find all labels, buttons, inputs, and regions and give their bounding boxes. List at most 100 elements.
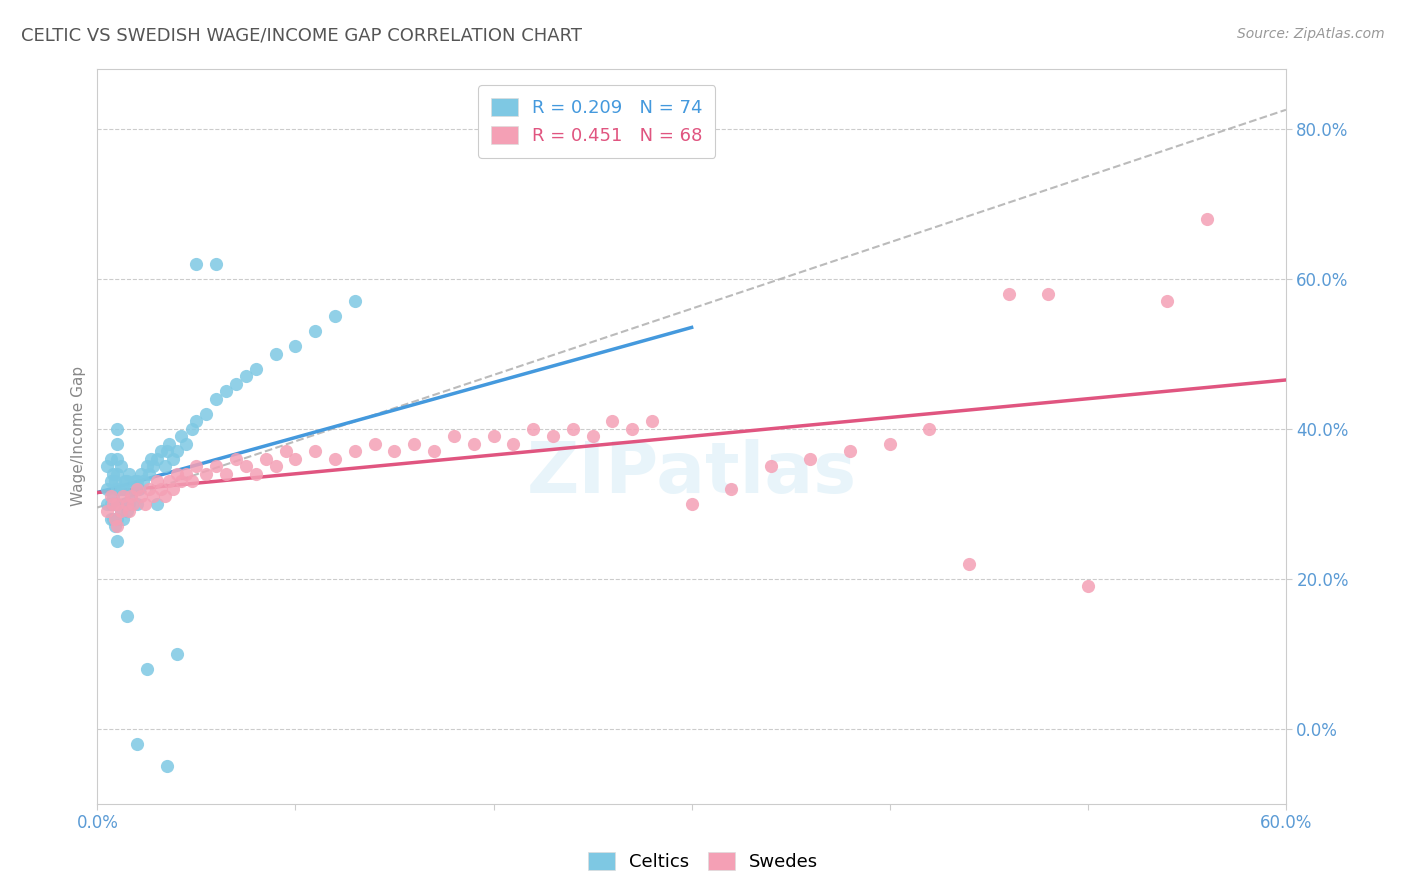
Point <box>176 436 198 450</box>
Point <box>799 451 821 466</box>
Point <box>997 286 1019 301</box>
Point <box>104 475 127 489</box>
Point <box>96 504 118 518</box>
Point <box>110 504 132 518</box>
Point <box>621 422 644 436</box>
Point <box>112 512 135 526</box>
Point <box>132 475 155 489</box>
Point <box>162 482 184 496</box>
Point <box>205 459 228 474</box>
Point <box>284 339 307 353</box>
Point <box>129 489 152 503</box>
Point <box>215 384 238 399</box>
Point <box>118 504 141 518</box>
Point <box>103 497 125 511</box>
Point <box>363 436 385 450</box>
Point <box>245 467 267 481</box>
Point <box>166 647 188 661</box>
Point <box>181 422 204 436</box>
Point <box>138 467 160 481</box>
Point <box>284 451 307 466</box>
Point <box>153 459 176 474</box>
Y-axis label: Wage/Income Gap: Wage/Income Gap <box>72 367 86 507</box>
Point <box>195 407 218 421</box>
Point <box>581 429 603 443</box>
Point <box>186 257 208 271</box>
Point <box>195 467 218 481</box>
Point <box>115 504 138 518</box>
Point <box>181 475 204 489</box>
Point <box>115 609 138 624</box>
Point <box>146 497 169 511</box>
Point <box>720 482 742 496</box>
Point <box>235 369 257 384</box>
Legend: Celtics, Swedes: Celtics, Swedes <box>581 845 825 879</box>
Point <box>169 429 191 443</box>
Point <box>176 467 198 481</box>
Point <box>105 467 128 481</box>
Point <box>103 512 125 526</box>
Point <box>129 467 152 481</box>
Point <box>96 459 118 474</box>
Point <box>162 451 184 466</box>
Point <box>149 482 172 496</box>
Point <box>135 459 157 474</box>
Point <box>105 482 128 496</box>
Point <box>125 497 148 511</box>
Point <box>125 737 148 751</box>
Point <box>149 444 172 458</box>
Point <box>122 482 145 496</box>
Point <box>139 451 162 466</box>
Text: CELTIC VS SWEDISH WAGE/INCOME GAP CORRELATION CHART: CELTIC VS SWEDISH WAGE/INCOME GAP CORREL… <box>21 27 582 45</box>
Point <box>1077 579 1099 593</box>
Point <box>100 451 122 466</box>
Point <box>482 429 505 443</box>
Point <box>681 497 703 511</box>
Point <box>104 519 127 533</box>
Point <box>404 436 426 450</box>
Point <box>118 497 141 511</box>
Point <box>115 475 138 489</box>
Point <box>254 451 277 466</box>
Point <box>759 459 782 474</box>
Point <box>105 497 128 511</box>
Point <box>134 497 156 511</box>
Point <box>541 429 564 443</box>
Point <box>343 294 366 309</box>
Point <box>443 429 465 443</box>
Point <box>225 451 247 466</box>
Point <box>157 436 180 450</box>
Text: ZIPatlas: ZIPatlas <box>527 439 856 508</box>
Point <box>1038 286 1060 301</box>
Point <box>112 489 135 503</box>
Legend: R = 0.209   N = 74, R = 0.451   N = 68: R = 0.209 N = 74, R = 0.451 N = 68 <box>478 85 716 158</box>
Point <box>264 459 287 474</box>
Point <box>274 444 297 458</box>
Point <box>205 257 228 271</box>
Point <box>463 436 485 450</box>
Point <box>128 482 150 496</box>
Point <box>100 475 122 489</box>
Point <box>156 759 179 773</box>
Point <box>166 467 188 481</box>
Point <box>124 475 146 489</box>
Point <box>122 497 145 511</box>
Point <box>157 475 180 489</box>
Point <box>104 512 127 526</box>
Point <box>120 489 142 503</box>
Point <box>96 497 118 511</box>
Point <box>105 512 128 526</box>
Point <box>602 414 624 428</box>
Point <box>100 512 122 526</box>
Point <box>839 444 862 458</box>
Point <box>103 467 125 481</box>
Point <box>112 482 135 496</box>
Point <box>186 414 208 428</box>
Point <box>641 414 664 428</box>
Point <box>110 459 132 474</box>
Point <box>323 309 346 323</box>
Point <box>120 489 142 503</box>
Point <box>142 459 165 474</box>
Point <box>156 444 179 458</box>
Point <box>323 451 346 466</box>
